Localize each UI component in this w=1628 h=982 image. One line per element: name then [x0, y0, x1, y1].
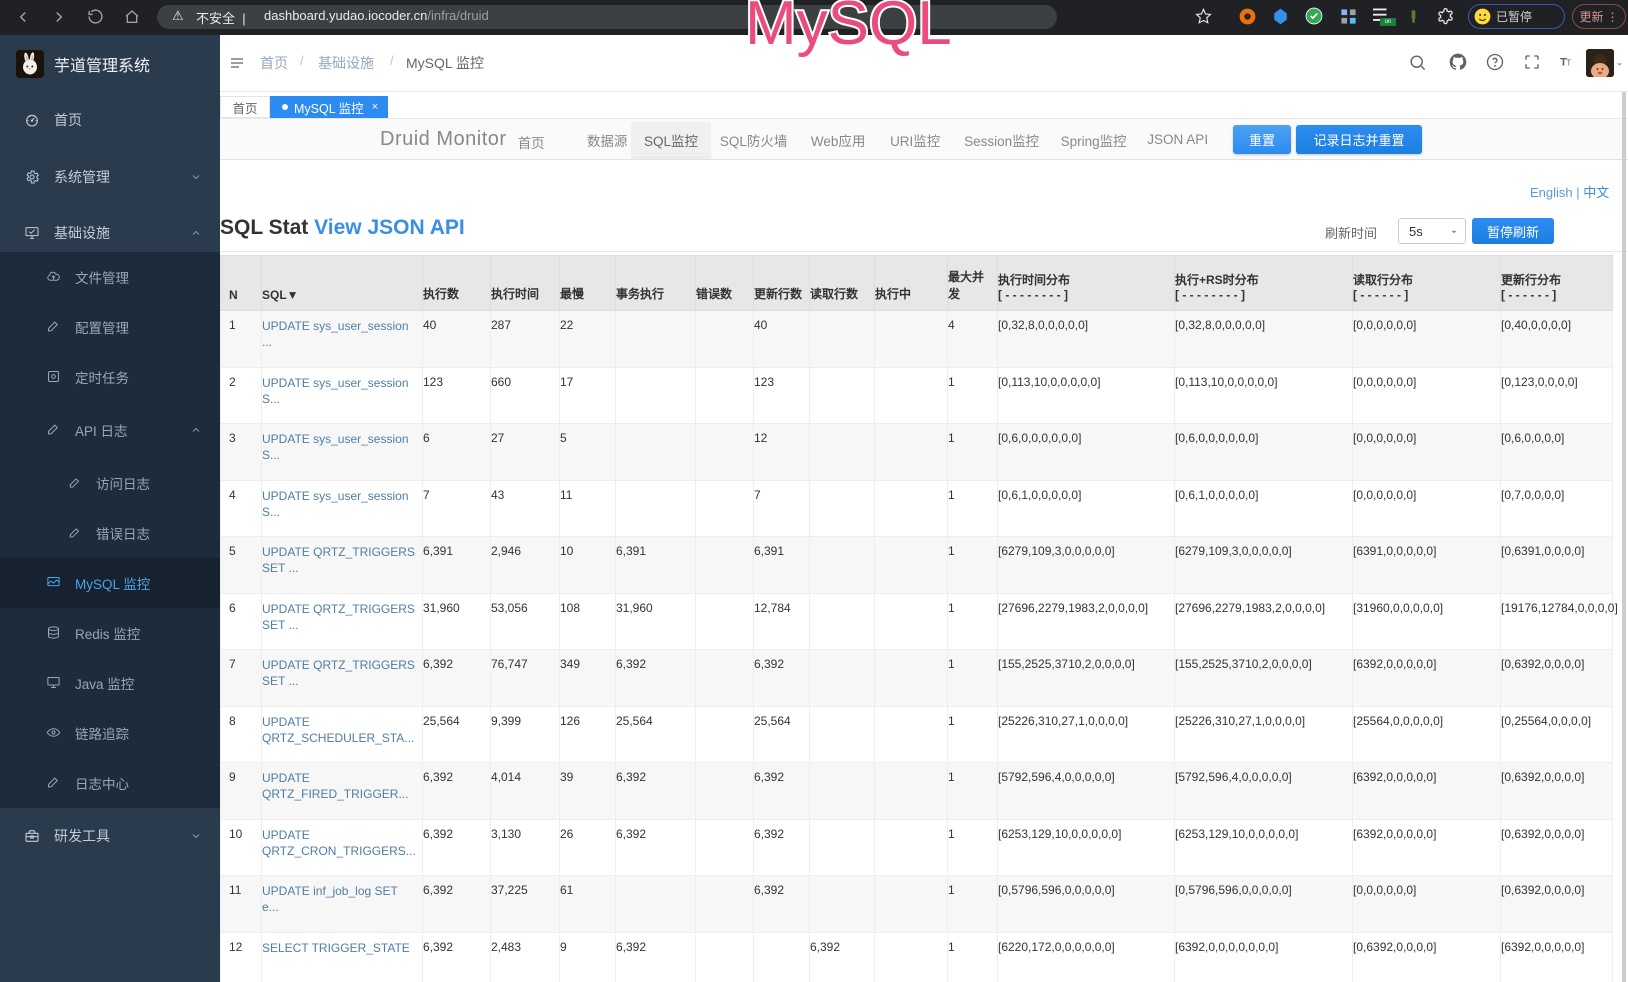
svg-text:T: T — [1566, 58, 1571, 67]
